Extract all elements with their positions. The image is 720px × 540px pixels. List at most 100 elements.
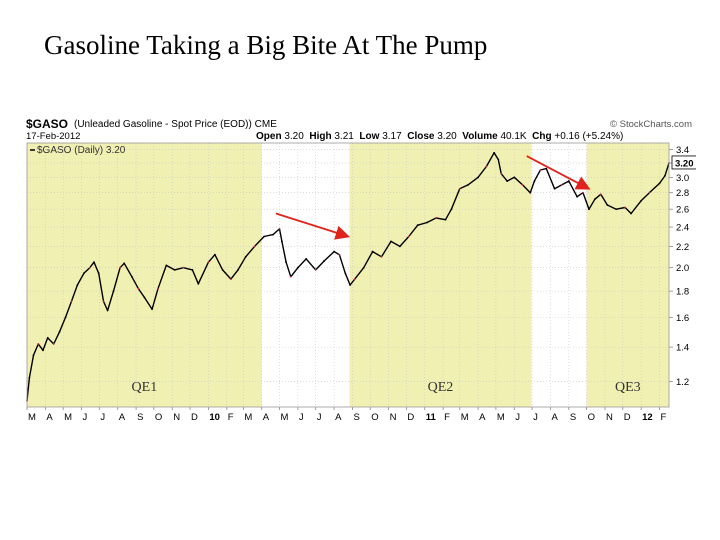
- price-point: [151, 308, 153, 311]
- y-tick-label: 2.4: [676, 223, 689, 234]
- price-point: [648, 191, 651, 194]
- price-point: [314, 269, 317, 271]
- x-tick-label: M: [497, 412, 505, 423]
- x-tick-label: J: [533, 412, 538, 423]
- shaded-period-2: [349, 143, 532, 407]
- price-point: [416, 224, 419, 227]
- price-point: [32, 354, 35, 357]
- price-point: [97, 272, 100, 275]
- last-value-label: 3.20: [675, 158, 694, 169]
- x-tick-label: A: [119, 412, 126, 423]
- price-point: [594, 198, 596, 201]
- x-tick-label: A: [479, 412, 486, 423]
- x-tick-label: D: [407, 412, 414, 423]
- x-tick-label: N: [390, 412, 397, 423]
- price-point: [615, 208, 618, 211]
- price-point: [112, 290, 115, 293]
- x-tick-label: S: [353, 412, 359, 423]
- price-chart[interactable]: 1.21.41.61.82.02.22.42.62.83.03.23.4MAMJ…: [24, 116, 696, 428]
- price-point: [42, 349, 44, 352]
- price-point: [553, 187, 556, 190]
- price-point: [182, 266, 185, 269]
- price-point: [123, 262, 126, 265]
- price-point: [285, 261, 287, 264]
- last-value-box: [671, 155, 696, 170]
- price-point: [426, 221, 429, 224]
- open-label: Open: [256, 131, 282, 142]
- y-tick-label: 2.8: [676, 188, 689, 199]
- price-point: [500, 172, 503, 175]
- slide-title: Gasoline Taking a Big Bite At The Pump: [44, 30, 488, 60]
- price-point: [390, 240, 392, 243]
- price-point: [333, 250, 335, 253]
- x-tick-label: F: [661, 412, 667, 423]
- price-point: [221, 269, 224, 271]
- x-tick-label: J: [515, 412, 520, 423]
- y-tick-label: 2.2: [676, 242, 689, 253]
- price-point: [119, 266, 121, 269]
- price-point: [539, 169, 542, 171]
- price-point: [281, 240, 283, 243]
- x-tick-label: A: [263, 412, 270, 423]
- price-point: [588, 208, 590, 211]
- price-point: [272, 233, 274, 236]
- price-point: [230, 278, 232, 280]
- y-tick-label: 1.4: [676, 343, 689, 354]
- price-point: [278, 228, 281, 230]
- trend-arrow-2: [526, 155, 591, 190]
- price-point: [398, 245, 401, 248]
- low-value: 3.17: [382, 131, 402, 142]
- high-label: High: [309, 131, 332, 142]
- open-value: 3.20: [284, 131, 304, 142]
- x-tick-label: O: [155, 412, 162, 423]
- x-tick-label: M: [244, 412, 252, 423]
- x-tick-label: D: [191, 412, 198, 423]
- y-tick-label: 1.8: [676, 287, 689, 298]
- price-point: [191, 269, 194, 271]
- price-point: [582, 191, 584, 194]
- price-point: [371, 250, 374, 253]
- y-tick-label: 3.0: [676, 173, 689, 184]
- x-tick-label: M: [281, 412, 289, 423]
- price-point: [529, 191, 532, 194]
- x-tick-label: J: [317, 412, 322, 423]
- price-point: [305, 258, 308, 260]
- price-point: [444, 218, 447, 221]
- price-series-line: [26, 152, 670, 401]
- price-point: [102, 300, 105, 303]
- chart-date: 17-Feb-2012: [26, 131, 81, 142]
- price-point: [349, 284, 351, 286]
- price-point: [567, 180, 570, 182]
- price-point: [533, 180, 536, 182]
- x-tick-label: 10: [209, 412, 220, 423]
- price-point: [106, 309, 109, 312]
- price-point: [323, 260, 325, 262]
- period-label: QE1: [132, 380, 158, 395]
- x-tick-label: N: [173, 412, 180, 423]
- chart-description: (Unleaded Gasoline - Spot Price (EOD)) C…: [74, 119, 277, 130]
- price-point: [76, 284, 79, 286]
- x-tick-label: F: [444, 412, 450, 423]
- price-point: [497, 158, 500, 161]
- high-value: 3.21: [334, 131, 354, 142]
- price-point: [173, 269, 176, 271]
- chart-legend: $GASO (Daily) 3.20: [37, 145, 126, 156]
- price-point: [599, 193, 602, 196]
- chart-copyright[interactable]: © StockCharts.com: [610, 119, 692, 130]
- price-point: [197, 282, 200, 285]
- price-point: [37, 343, 40, 345]
- price-point: [207, 261, 210, 264]
- y-tick-label: 2.6: [676, 205, 689, 216]
- x-tick-label: J: [100, 412, 105, 423]
- price-point: [70, 300, 73, 303]
- price-point: [407, 235, 410, 238]
- price-point: [338, 253, 341, 256]
- low-label: Low: [359, 131, 380, 142]
- chg-label: Chg: [532, 131, 552, 142]
- price-point: [477, 176, 480, 179]
- chart-symbol: $GASO: [26, 117, 69, 131]
- price-point: [485, 165, 488, 168]
- price-point: [576, 195, 579, 198]
- price-point: [52, 343, 55, 345]
- x-tick-label: A: [551, 412, 558, 423]
